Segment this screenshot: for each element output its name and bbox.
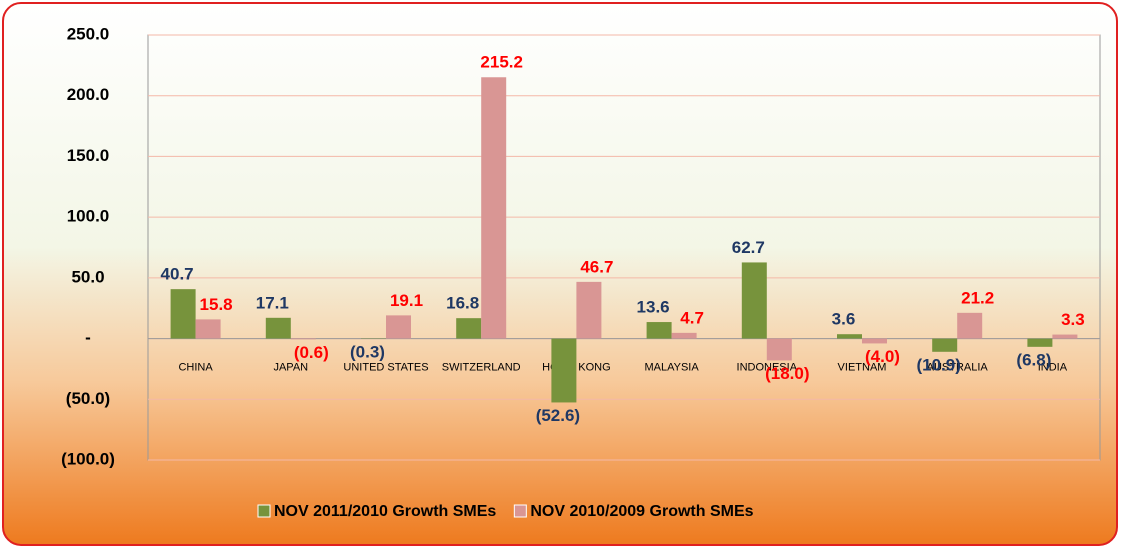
value-label: 16.8 <box>446 294 479 313</box>
value-label: (10.9) <box>916 355 960 374</box>
value-label: 21.2 <box>961 288 994 307</box>
value-label: 62.7 <box>732 238 765 257</box>
bar <box>576 281 602 339</box>
value-label: (4.0) <box>865 347 900 366</box>
value-label: 13.6 <box>637 298 670 317</box>
bar <box>837 334 862 339</box>
bar <box>456 318 482 339</box>
x-tick-label: INDONESIA <box>737 361 798 373</box>
x-tick-label: SWITZERLAND <box>442 361 521 373</box>
x-tick-label: INDIA <box>1038 361 1068 373</box>
y-tick-label: 100.0 <box>67 207 110 226</box>
value-label: 4.7 <box>680 308 704 327</box>
value-label: 17.1 <box>256 293 289 312</box>
y-tick-label: - <box>85 328 91 347</box>
x-tick-label: MALAYSIA <box>644 361 699 373</box>
value-label: 15.8 <box>200 295 233 314</box>
bar <box>957 312 983 339</box>
y-tick-label: (100.0) <box>61 449 115 468</box>
bar <box>671 332 697 339</box>
bar <box>741 262 767 339</box>
x-tick-label: CHINA <box>178 361 213 373</box>
legend-swatch <box>257 504 271 518</box>
value-label: (0.3) <box>350 342 385 361</box>
value-label: (6.8) <box>1016 350 1051 369</box>
x-tick-label: UNITED STATES <box>343 361 428 373</box>
value-label: 46.7 <box>580 257 613 276</box>
bar <box>195 319 221 339</box>
bar <box>481 77 507 339</box>
bar <box>290 338 316 340</box>
bar <box>862 338 887 344</box>
bar <box>386 315 411 339</box>
bar <box>551 338 577 403</box>
value-label: 3.6 <box>832 310 856 329</box>
value-label: (0.6) <box>294 343 329 362</box>
value-label: 215.2 <box>480 53 523 72</box>
y-tick-label: 250.0 <box>67 24 110 43</box>
value-label: 19.1 <box>390 291 423 310</box>
value-label: (52.6) <box>536 406 580 425</box>
bar <box>1052 334 1078 339</box>
bar <box>646 322 672 339</box>
legend-label: NOV 2010/2009 Growth SMEs <box>530 503 753 520</box>
y-tick-label: (50.0) <box>66 389 110 408</box>
value-label: (18.0) <box>765 364 809 383</box>
legend-label: NOV 2011/2010 Growth SMEs <box>274 503 496 520</box>
bar <box>766 338 792 361</box>
y-tick-label: 150.0 <box>67 146 110 165</box>
value-label: 40.7 <box>161 265 194 284</box>
bar <box>932 338 958 352</box>
y-tick-label: 200.0 <box>67 85 110 104</box>
x-tick-label: AUSTRALIA <box>927 361 989 373</box>
legend-swatch <box>513 504 527 518</box>
bar <box>1027 338 1053 347</box>
value-label: 3.3 <box>1061 310 1085 329</box>
y-tick-label: 50.0 <box>71 267 104 286</box>
bar <box>170 289 196 339</box>
x-tick-label: JAPAN <box>273 361 308 373</box>
x-tick-label: VIETNAM <box>838 361 887 373</box>
bar <box>265 317 291 339</box>
